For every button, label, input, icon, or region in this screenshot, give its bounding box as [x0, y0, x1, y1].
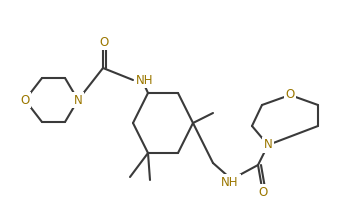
Text: O: O: [258, 186, 268, 198]
Text: N: N: [74, 93, 82, 107]
Text: O: O: [99, 35, 109, 48]
Text: O: O: [20, 93, 30, 107]
Text: NH: NH: [221, 176, 239, 188]
Text: NH: NH: [136, 74, 153, 87]
Text: O: O: [286, 89, 295, 101]
Text: N: N: [264, 138, 272, 151]
